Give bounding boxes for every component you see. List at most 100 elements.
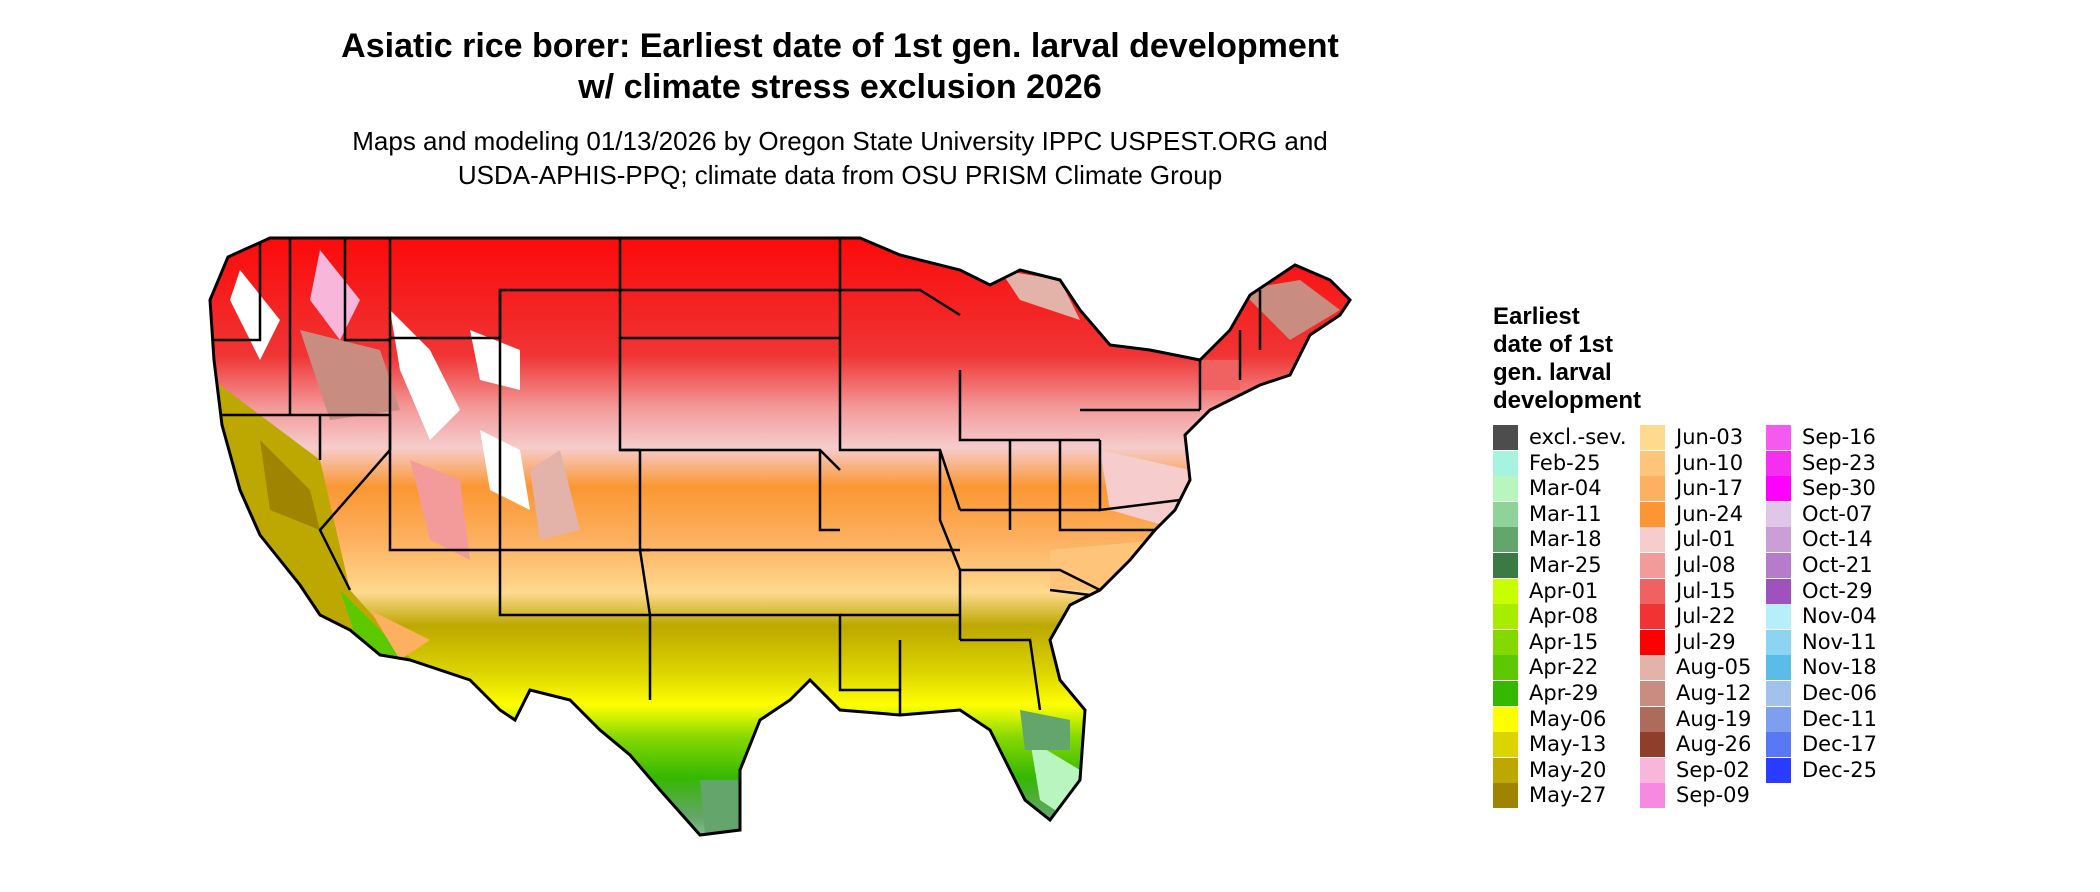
map-subtitle: Maps and modeling 01/13/2026 by Oregon S… bbox=[150, 124, 1530, 192]
legend-swatch bbox=[1640, 680, 1665, 706]
legend-label: Feb-25 bbox=[1529, 450, 1601, 475]
legend-label: Jul-01 bbox=[1676, 527, 1736, 552]
legend-title-line: gen. larval bbox=[1493, 359, 1612, 386]
legend-label: Aug-19 bbox=[1676, 706, 1752, 731]
legend-swatch bbox=[1493, 476, 1518, 502]
us-phenology-map bbox=[208, 236, 1352, 837]
legend-label: Jul-22 bbox=[1676, 604, 1736, 629]
legend-swatch bbox=[1766, 757, 1791, 783]
legend-swatch bbox=[1640, 501, 1665, 527]
legend-label: Mar-04 bbox=[1529, 476, 1602, 501]
legend-swatch bbox=[1766, 552, 1791, 578]
legend-swatch bbox=[1766, 706, 1791, 732]
map-title-line-1: Asiatic rice borer: Earliest date of 1st… bbox=[341, 27, 1339, 65]
legend-swatch bbox=[1493, 604, 1518, 630]
legend-swatch bbox=[1493, 680, 1518, 706]
legend-label: Oct-07 bbox=[1802, 501, 1873, 526]
legend-swatch bbox=[1493, 425, 1518, 450]
legend-label: Aug-26 bbox=[1676, 732, 1752, 757]
legend-swatch bbox=[1640, 655, 1665, 681]
legend-swatch bbox=[1640, 732, 1665, 758]
legend-label: Jun-03 bbox=[1676, 425, 1744, 449]
legend-swatch bbox=[1766, 578, 1791, 604]
legend-label: Sep-30 bbox=[1802, 476, 1876, 501]
legend-swatch bbox=[1493, 450, 1518, 476]
legend-label: Sep-09 bbox=[1676, 783, 1750, 808]
legend-swatch bbox=[1640, 578, 1665, 604]
legend-label: Aug-05 bbox=[1676, 655, 1752, 680]
legend-label: Jun-24 bbox=[1676, 501, 1744, 526]
legend-swatch bbox=[1640, 425, 1665, 450]
legend-label: Apr-22 bbox=[1529, 655, 1599, 680]
legend-swatch bbox=[1766, 501, 1791, 527]
legend-swatch bbox=[1766, 732, 1791, 758]
legend-label: May-27 bbox=[1529, 783, 1607, 808]
legend-label: Oct-14 bbox=[1802, 527, 1873, 552]
legend-swatch bbox=[1766, 629, 1791, 655]
map-subtitle-line-1: Maps and modeling 01/13/2026 by Oregon S… bbox=[352, 126, 1328, 156]
legend-swatch bbox=[1493, 757, 1518, 783]
legend-label: May-20 bbox=[1529, 757, 1607, 782]
legend-label: Oct-21 bbox=[1802, 552, 1873, 577]
legend-swatch bbox=[1493, 578, 1518, 604]
legend-label: Jun-10 bbox=[1676, 450, 1744, 475]
legend-swatch bbox=[1493, 706, 1518, 732]
legend-label: Nov-04 bbox=[1802, 604, 1877, 629]
legend-title-line: development bbox=[1493, 387, 1642, 414]
legend-label: Jun-17 bbox=[1676, 476, 1744, 501]
map-title: Asiatic rice borer: Earliest date of 1st… bbox=[150, 26, 1530, 108]
legend-swatch bbox=[1640, 629, 1665, 655]
legend-label: Sep-16 bbox=[1802, 425, 1876, 449]
legend-label: Mar-18 bbox=[1529, 527, 1602, 552]
legend-label: Dec-11 bbox=[1802, 706, 1877, 731]
legend-swatch bbox=[1493, 527, 1518, 553]
legend-label: Dec-06 bbox=[1802, 680, 1877, 705]
legend-title-line: Earliest bbox=[1493, 303, 1580, 330]
legend-label: Apr-01 bbox=[1529, 578, 1599, 603]
legend-label: Sep-23 bbox=[1802, 450, 1876, 475]
legend-label: Jul-08 bbox=[1676, 552, 1736, 577]
legend-label: Aug-12 bbox=[1676, 680, 1752, 705]
legend-label: Nov-18 bbox=[1802, 655, 1877, 680]
legend-label: Dec-25 bbox=[1802, 757, 1877, 782]
legend-label: Apr-08 bbox=[1529, 604, 1599, 629]
legend-label: Apr-29 bbox=[1529, 680, 1599, 705]
legend-swatch bbox=[1766, 450, 1791, 476]
legend-swatch bbox=[1766, 655, 1791, 681]
legend-label: Jul-15 bbox=[1676, 578, 1736, 603]
legend-swatch bbox=[1766, 680, 1791, 706]
legend-label: Oct-29 bbox=[1802, 578, 1873, 603]
legend-swatch bbox=[1640, 476, 1665, 502]
legend-title: Earliest date of 1st gen. larval develop… bbox=[1493, 303, 1641, 415]
legend-swatch bbox=[1766, 425, 1791, 450]
legend-swatch bbox=[1766, 527, 1791, 553]
legend-label: May-06 bbox=[1529, 706, 1607, 731]
legend-label: Dec-17 bbox=[1802, 732, 1877, 757]
map-title-line-2: w/ climate stress exclusion 2026 bbox=[578, 68, 1102, 106]
legend-swatch bbox=[1640, 604, 1665, 630]
legend-swatch bbox=[1640, 757, 1665, 783]
legend-title-line: date of 1st bbox=[1493, 331, 1614, 358]
legend-swatch bbox=[1493, 629, 1518, 655]
legend-label: Jul-29 bbox=[1676, 629, 1736, 654]
legend-swatch bbox=[1640, 706, 1665, 732]
legend-swatch bbox=[1640, 552, 1665, 578]
map-subtitle-line-2: USDA-APHIS-PPQ; climate data from OSU PR… bbox=[457, 160, 1223, 190]
legend-label: May-13 bbox=[1529, 732, 1607, 757]
legend-swatch bbox=[1493, 501, 1518, 527]
legend-swatch bbox=[1493, 655, 1518, 681]
legend-label: Sep-02 bbox=[1676, 757, 1750, 782]
legend-swatch bbox=[1493, 732, 1518, 758]
legend-swatch bbox=[1766, 604, 1791, 630]
legend-label: Apr-15 bbox=[1529, 629, 1599, 654]
legend-swatch bbox=[1493, 552, 1518, 578]
legend-swatch bbox=[1493, 783, 1518, 809]
legend-label: Mar-25 bbox=[1529, 552, 1602, 577]
legend-swatch bbox=[1640, 527, 1665, 553]
legend-swatch bbox=[1640, 783, 1665, 809]
legend-label: excl.-sev. bbox=[1529, 425, 1627, 449]
legend-label: Mar-11 bbox=[1529, 501, 1602, 526]
legend-swatch bbox=[1766, 476, 1791, 502]
legend-label: Nov-11 bbox=[1802, 629, 1877, 654]
legend-swatch bbox=[1640, 450, 1665, 476]
